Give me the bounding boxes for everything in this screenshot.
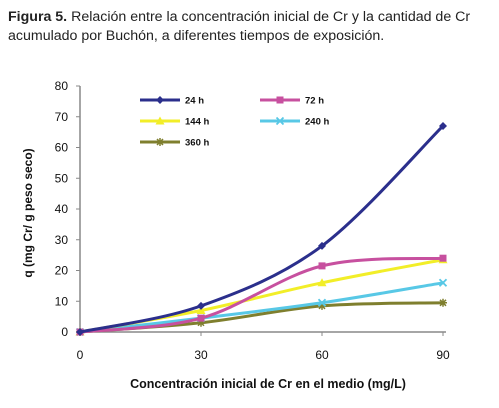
data-point-shape — [318, 262, 326, 270]
series-360-h — [76, 298, 447, 336]
y-tick-label: 10 — [55, 294, 69, 308]
y-tick-label: 60 — [55, 141, 69, 155]
legend-item: 24 h — [140, 96, 204, 107]
data-point — [196, 305, 206, 314]
legend-marker-shape — [156, 138, 164, 146]
legend-label: 360 h — [185, 138, 209, 149]
legend-marker-shape — [276, 96, 284, 104]
y-tick-label: 0 — [61, 325, 68, 339]
data-point-shape — [439, 298, 447, 307]
y-tick-label: 40 — [55, 202, 69, 216]
x-tick-label: 30 — [194, 348, 208, 362]
data-point-shape — [439, 121, 447, 130]
data-point — [197, 301, 205, 310]
data-point — [197, 318, 205, 327]
y-tick-label: 20 — [55, 264, 69, 278]
series-layer — [75, 121, 448, 337]
legend-marker-shape — [156, 96, 164, 104]
figure-caption: Figura 5. Relación entre la concentració… — [8, 8, 493, 46]
series-24-h — [76, 121, 447, 336]
legend-label: 240 h — [305, 117, 329, 128]
legend-marker — [155, 116, 165, 125]
data-point — [76, 328, 84, 336]
data-point — [317, 278, 327, 287]
legend-marker-shape — [275, 116, 285, 126]
legend-marker-shape — [155, 116, 165, 125]
figure-caption-text: Relación entre la concentración inicial … — [8, 9, 471, 44]
data-point — [318, 241, 326, 250]
data-point-shape — [196, 305, 206, 314]
data-point — [197, 314, 205, 322]
data-point-shape — [197, 318, 205, 327]
legend-marker — [276, 96, 284, 104]
x-tick-label: 60 — [315, 348, 329, 362]
series-line — [78, 281, 445, 334]
data-point-shape — [197, 301, 205, 310]
data-point — [318, 262, 326, 270]
legend-item: 240 h — [260, 117, 329, 128]
data-point — [439, 254, 447, 262]
y-tick-labels: 0 10 20 30 40 50 60 70 80 — [55, 79, 80, 339]
legend-label: 144 h — [185, 117, 209, 128]
data-point-shape — [76, 328, 84, 336]
data-point — [317, 298, 327, 307]
data-point — [318, 301, 326, 310]
series-line — [78, 124, 445, 334]
data-point-shape — [438, 278, 448, 287]
series-line — [78, 256, 445, 334]
data-point — [439, 121, 447, 130]
figure-label: Figura 5. — [8, 9, 68, 25]
data-point — [438, 278, 448, 287]
legend-label: 72 h — [305, 96, 324, 107]
legend-marker — [156, 138, 164, 146]
y-axis-title: q (mg Cr/ g peso seco) — [21, 148, 35, 277]
legend-marker — [156, 96, 164, 104]
data-point-shape — [197, 314, 205, 322]
data-point-shape — [439, 254, 447, 262]
legend-marker — [275, 116, 285, 126]
data-point — [439, 298, 447, 307]
y-tick-label: 50 — [55, 171, 69, 185]
y-tick-label: 80 — [55, 79, 69, 93]
legend: 24 h 72 h 144 h 240 h 360 h — [140, 96, 329, 149]
legend-item: 360 h — [140, 138, 209, 149]
legend-item: 72 h — [260, 96, 324, 107]
data-point-shape — [318, 241, 326, 250]
y-tick-label: 30 — [55, 233, 69, 247]
legend-label: 24 h — [185, 96, 204, 107]
x-tick-labels: 0 30 60 90 — [77, 332, 450, 362]
x-tick-label: 0 — [77, 348, 84, 362]
data-point-shape — [318, 301, 326, 310]
legend-item: 144 h — [140, 116, 209, 128]
x-axis-title: Concentración inicial de Cr en el medio … — [130, 377, 406, 391]
x-tick-label: 90 — [436, 348, 450, 362]
data-point-shape — [317, 278, 327, 287]
data-point-shape — [317, 298, 327, 307]
y-tick-label: 70 — [55, 110, 69, 124]
